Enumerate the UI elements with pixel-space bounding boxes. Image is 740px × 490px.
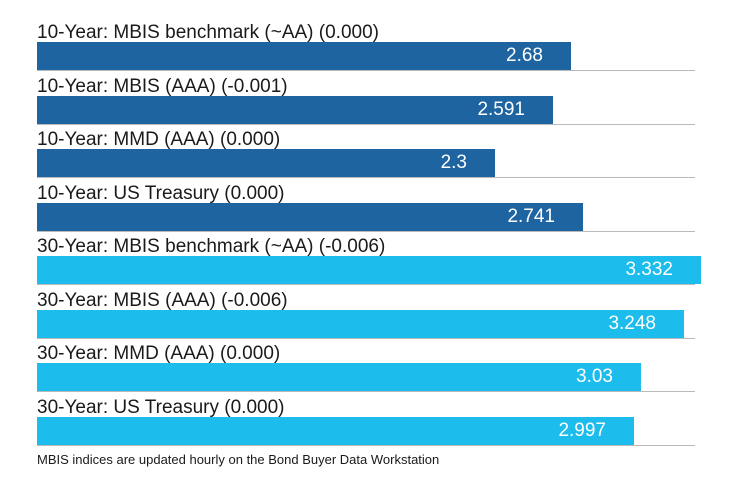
bar: 3.248 bbox=[37, 309, 684, 338]
category-label: 30-Year: MBIS (AAA) (-0.006) bbox=[37, 289, 288, 311]
bar: 3.03 bbox=[37, 363, 641, 391]
category-label: 10-Year: MMD (AAA) (0.000) bbox=[37, 129, 281, 150]
row-divider bbox=[37, 123, 695, 125]
bar-value-label: 2.997 bbox=[558, 419, 606, 441]
row-divider bbox=[37, 177, 695, 178]
bar: 2.68 bbox=[37, 42, 571, 70]
bar-value-label: 3.03 bbox=[576, 366, 613, 387]
row-divider bbox=[37, 230, 695, 232]
row-divider bbox=[37, 284, 695, 285]
bar: 2.591 bbox=[37, 95, 553, 124]
row-divider bbox=[37, 70, 695, 71]
category-label: 30-Year: US Treasury (0.000) bbox=[37, 396, 285, 418]
bar: 3.332 bbox=[37, 256, 701, 284]
row-divider bbox=[37, 444, 695, 446]
row-divider bbox=[37, 391, 695, 392]
row-divider bbox=[37, 337, 695, 339]
bar-value-label: 2.591 bbox=[477, 98, 525, 120]
bar: 2.3 bbox=[37, 149, 495, 177]
bar-value-label: 3.248 bbox=[608, 312, 656, 334]
category-label: 30-Year: MBIS benchmark (~AA) (-0.006) bbox=[37, 236, 386, 257]
bar-value-label: 2.3 bbox=[440, 152, 467, 173]
bar-value-label: 2.741 bbox=[507, 205, 555, 227]
category-label: 10-Year: MBIS benchmark (~AA) (0.000) bbox=[37, 22, 379, 43]
bar-value-label: 3.332 bbox=[625, 259, 673, 280]
category-label: 10-Year: MBIS (AAA) (-0.001) bbox=[37, 75, 288, 97]
bar: 2.997 bbox=[37, 416, 634, 445]
category-label: 30-Year: MMD (AAA) (0.000) bbox=[37, 343, 281, 364]
chart-footnote: MBIS indices are updated hourly on the B… bbox=[37, 452, 440, 467]
bar: 2.741 bbox=[37, 202, 583, 231]
category-label: 10-Year: US Treasury (0.000) bbox=[37, 182, 285, 204]
bar-value-label: 2.68 bbox=[506, 45, 543, 66]
